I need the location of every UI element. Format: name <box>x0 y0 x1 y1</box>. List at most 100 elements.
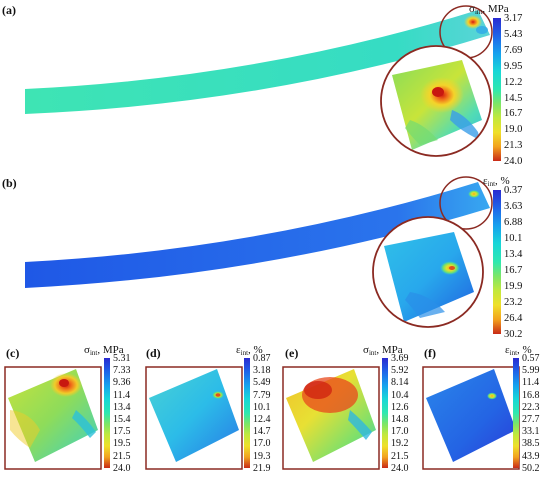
beam-b-detail-marker <box>439 176 493 230</box>
colorbar-c-symbol: σ <box>84 344 90 356</box>
colorbar-f-tick-label: 33.1 <box>522 426 540 438</box>
colorbar-c-unit: , MPa <box>97 344 124 356</box>
colorbar-d-subscript: int <box>240 349 249 357</box>
panel-label-f: (f) <box>424 346 436 360</box>
colorbar-b-tick-label: 13.4 <box>504 249 523 260</box>
colorbar-a-symbol: σ <box>469 3 475 15</box>
colorbar-d-tick-label: 19.3 <box>253 450 271 462</box>
colorbar-e-tick-label: 10.4 <box>391 389 409 401</box>
colorbar-c-tick-label: 5.31 <box>113 353 131 364</box>
colorbar-e-tick-label: 5.92 <box>391 365 409 377</box>
contour-c <box>4 366 102 470</box>
colorbar-e-tick-label: 21.5 <box>391 450 409 462</box>
colorbar-f-tick-label: 16.8 <box>522 389 540 401</box>
colorbar-title-d: εint, % <box>236 344 263 357</box>
contour-e <box>282 366 380 470</box>
colorbar-b-tick-label: 26.4 <box>504 313 523 324</box>
colorbar-e-tick-label: 12.6 <box>391 401 409 413</box>
colorbar-d-tick-label: 12.4 <box>253 414 271 425</box>
colorbar-c-tick-label: 11.4 <box>113 389 131 401</box>
colorbar-d-tick-label: 0.87 <box>253 353 271 364</box>
colorbar-a <box>493 18 501 161</box>
colorbar-c-subscript: int <box>89 349 98 357</box>
colorbar-a-tick-label: 24.0 <box>504 156 523 168</box>
colorbar-e-tick-label: 17.0 <box>391 426 409 438</box>
colorbar-e-subscript: int <box>368 349 377 357</box>
colorbar-c <box>104 358 110 468</box>
panel-label-d: (d) <box>146 346 161 360</box>
colorbar-b-tick-label: 6.88 <box>504 217 523 228</box>
colorbar-c-tick-label: 21.5 <box>113 450 131 462</box>
beam-a <box>25 10 490 114</box>
colorbar-a-tick-label: 5.43 <box>504 28 523 40</box>
colorbar-c-tick-label: 19.5 <box>113 438 131 450</box>
colorbar-f-symbol: ε <box>505 344 510 356</box>
colorbar-e-tick-label: 19.2 <box>391 438 409 450</box>
colorbar-e-tick-label: 14.8 <box>391 414 409 425</box>
colorbar-title-f: εint, % <box>505 344 532 357</box>
colorbar-b-tick-label: 30.2 <box>504 329 523 340</box>
colorbar-b-symbol: ε <box>483 175 488 187</box>
colorbar-a-tick-label: 16.7 <box>504 108 523 120</box>
colorbar-title-c: σint, MPa <box>84 344 124 357</box>
colorbar-e-symbol: σ <box>363 344 369 356</box>
colorbar-c-tick-label: 24.0 <box>113 462 131 474</box>
colorbar-f-tick-label: 0.57 <box>522 353 540 364</box>
colorbar-f-tick-label: 27.7 <box>522 414 540 425</box>
colorbar-a-tick-label: 19.0 <box>504 124 523 136</box>
colorbar-a-unit: , MPa <box>482 3 509 15</box>
colorbar-e-tick-label: 8.14 <box>391 377 409 389</box>
colorbar-a-tick-label: 12.2 <box>504 76 523 88</box>
colorbar-d-tick-label: 3.18 <box>253 365 271 377</box>
colorbar-d-unit: , % <box>248 344 263 356</box>
colorbar-b-subscript: int <box>487 180 496 188</box>
colorbar-c-tick-label: 9.36 <box>113 377 131 389</box>
colorbar-f-tick-label: 50.2 <box>522 462 540 474</box>
colorbar-f-subscript: int <box>509 349 518 357</box>
colorbar-b-tick-label: 23.2 <box>504 297 523 308</box>
colorbar-a-tick-label: 14.5 <box>504 92 523 104</box>
colorbar-f-tick-label: 11.4 <box>522 377 540 389</box>
colorbar-f-tick-label: 43.9 <box>522 450 540 462</box>
panel-label-e: (e) <box>285 346 299 360</box>
colorbar-c-tick-label: 17.5 <box>113 426 131 438</box>
colorbar-e-tick-label: 3.69 <box>391 353 409 364</box>
colorbar-b <box>493 190 501 334</box>
zoom-circle-a <box>380 45 492 157</box>
panel-label-c: (c) <box>6 346 20 360</box>
contour-f <box>422 366 520 470</box>
colorbar-a-tick-label: 9.95 <box>504 60 523 72</box>
colorbar-a-subscript: int <box>474 8 483 16</box>
colorbar-c-tick-label: 15.4 <box>113 414 131 425</box>
colorbar-f-tick-label: 5.99 <box>522 365 540 377</box>
colorbar-d-tick-label: 10.1 <box>253 401 271 413</box>
colorbar-d-tick-label: 5.49 <box>253 377 271 389</box>
colorbar-b-tick-label: 10.1 <box>504 233 523 244</box>
colorbar-d-tick-label: 17.0 <box>253 438 271 450</box>
panel-label-a: (a) <box>2 3 16 17</box>
colorbar-f-tick-label: 22.3 <box>522 401 540 413</box>
colorbar-f-unit: , % <box>517 344 532 356</box>
colorbar-a-tick-label: 7.69 <box>504 44 523 56</box>
colorbar-c-tick-label: 13.4 <box>113 401 131 413</box>
colorbar-a-tick-label: 21.3 <box>504 140 523 152</box>
zoom-circle-b <box>372 216 484 328</box>
colorbar-d-symbol: ε <box>236 344 241 356</box>
colorbar-f-tick-label: 38.5 <box>522 438 540 450</box>
colorbar-e-unit: , MPa <box>376 344 403 356</box>
colorbar-a-tick-label: 3.17 <box>504 13 523 24</box>
colorbar-e-tick-label: 24.0 <box>391 462 409 474</box>
contour-d <box>145 366 243 470</box>
colorbar-f <box>513 358 519 468</box>
beam-b <box>25 182 490 288</box>
colorbar-b-unit: , % <box>495 175 510 187</box>
colorbar-b-tick-label: 3.63 <box>504 201 523 212</box>
colorbar-b-tick-label: 19.9 <box>504 281 523 292</box>
beam-a-hotspot <box>464 15 482 29</box>
colorbar-d-tick-label: 21.9 <box>253 462 271 474</box>
colorbar-b-tick-label: 0.37 <box>504 185 523 196</box>
colorbar-e <box>382 358 388 468</box>
colorbar-d-tick-label: 14.7 <box>253 426 271 438</box>
colorbar-c-tick-label: 7.33 <box>113 365 131 377</box>
